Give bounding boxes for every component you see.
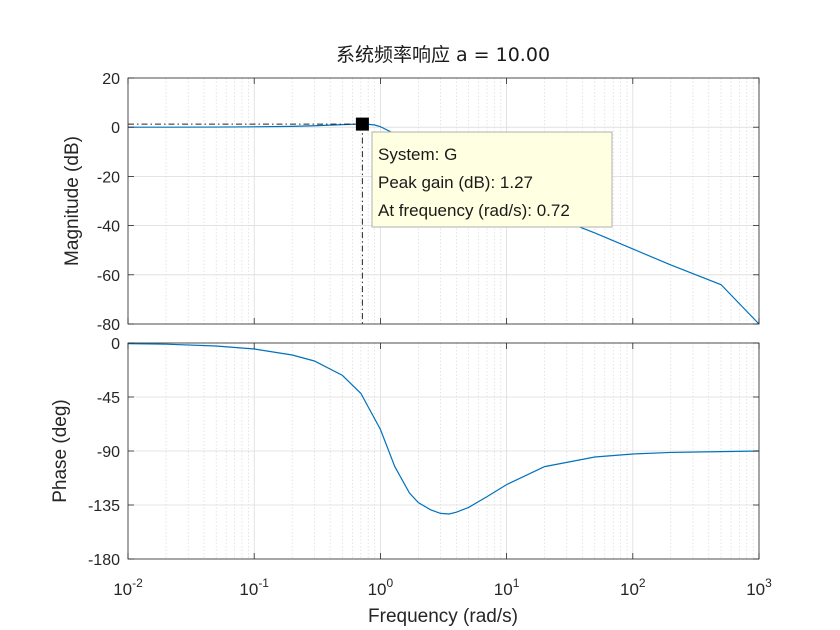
datatip-frequency: At frequency (rad/s): 0.72 [378,201,570,220]
frequency-x-ticks: 10-2 10-1 100 101 102 103 [113,78,772,599]
phase-y-ticks: 0 -45 -90 -135 -180 [88,336,759,569]
y-tick-label: -180 [88,552,120,569]
y-tick-label: -90 [97,444,120,461]
frequency-x-label: Frequency (rad/s) [368,606,518,627]
y-tick-label: 0 [111,336,120,353]
phase-panel: 0 -45 -90 -135 -180 Phase (deg) [50,336,760,569]
x-tick-label: 103 [746,576,772,599]
x-tick-label: 10-2 [113,576,143,599]
y-tick-label: -60 [97,268,120,285]
y-tick-label: 0 [111,120,120,137]
y-tick-label: -45 [97,390,120,407]
peak-marker[interactable] [355,117,369,131]
magnitude-series [127,123,760,325]
y-tick-label: -20 [97,169,120,186]
chart-title: 系统频率响应 a = 10.00 [336,44,550,66]
response-line [127,123,760,325]
magnitude-panel: 20 0 -20 -40 -60 -80 Magnitude (dB) System: G… [62,71,760,334]
x-tick-label: 100 [368,576,394,599]
datatip[interactable]: System: G Peak gain (dB): 1.27 At freque… [371,131,613,228]
magnitude-y-ticks: 20 0 -20 -40 -60 -80 [97,71,759,334]
datatip-box [371,131,613,228]
datatip-system: System: G [378,145,457,164]
y-tick-label: -40 [97,219,120,236]
response-line [127,343,760,515]
datatip-peak-gain: Peak gain (dB): 1.27 [378,173,533,192]
phase-y-label: Phase (deg) [50,399,71,503]
peak-guide-lines [128,123,363,324]
x-tick-label: 101 [494,576,520,599]
x-tick-label: 10-1 [239,576,269,599]
magnitude-y-label: Magnitude (dB) [62,136,83,266]
y-tick-label: -135 [88,498,120,515]
y-tick-label: 20 [102,71,120,88]
x-tick-label: 102 [620,576,646,599]
phase-series [127,343,760,515]
magnitude-axes-frame [127,77,760,325]
phase-grid [127,342,760,560]
y-tick-label: -80 [97,317,120,334]
